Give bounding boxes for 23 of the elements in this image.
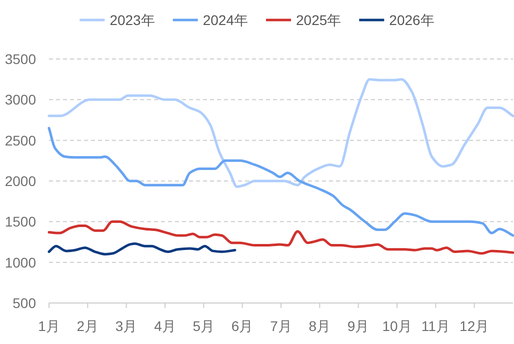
x-tick-label: 1月 [38, 318, 60, 334]
x-tick-label: 10月 [382, 318, 412, 334]
x-tick-label: 5月 [192, 318, 215, 334]
y-tick-label: 1500 [4, 214, 36, 230]
x-tick-label: 7月 [270, 318, 292, 334]
legend-label: 2024年 [202, 12, 248, 28]
x-tick-label: 6月 [231, 318, 254, 334]
x-tick-label: 11月 [421, 318, 450, 334]
y-tick-label: 3000 [4, 92, 36, 108]
x-tick-label: 4月 [154, 318, 176, 334]
x-tick-label: 3月 [115, 318, 138, 334]
x-tick-label: 8月 [308, 318, 331, 334]
y-tick-label: 2500 [4, 132, 36, 148]
y-tick-label: 1000 [4, 254, 36, 270]
x-tick-label: 12月 [460, 318, 490, 334]
legend-label: 2026年 [389, 12, 434, 28]
x-tick-label: 2月 [76, 318, 99, 334]
y-tick-label: 2000 [4, 173, 36, 189]
x-tick-label: 9月 [347, 318, 370, 334]
y-tick-label: 3500 [4, 51, 36, 67]
legend-label: 2025年 [296, 12, 342, 28]
y-tick-label: 500 [12, 295, 36, 311]
legend-label: 2023年 [110, 12, 155, 28]
